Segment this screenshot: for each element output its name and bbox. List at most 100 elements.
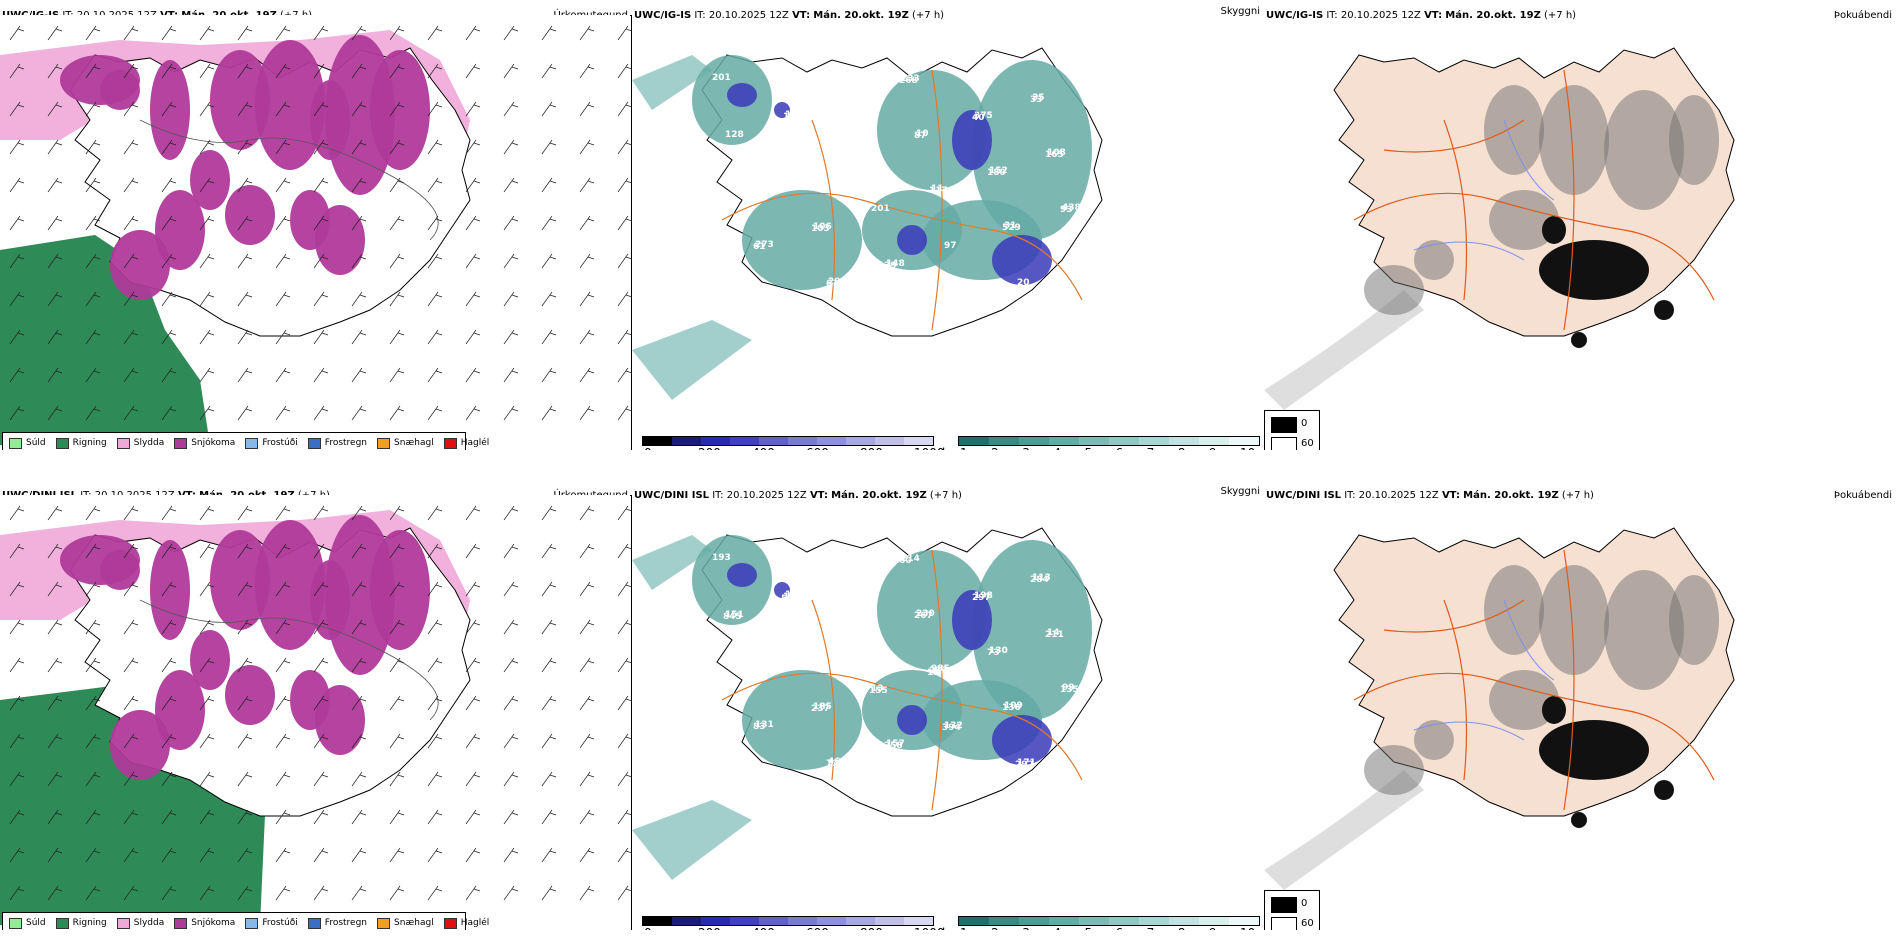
wind-barb <box>465 809 481 825</box>
snow-area <box>225 665 275 725</box>
legend-label: Slydda <box>133 918 165 928</box>
visibility-area <box>972 540 1092 720</box>
legend-label: Frostúði <box>262 438 298 448</box>
wind-barb <box>237 619 253 635</box>
wind-barb <box>85 367 101 383</box>
wind-barb <box>427 847 443 863</box>
wind-barb <box>503 581 519 597</box>
dense-fog-area <box>1654 780 1674 800</box>
wind-barb <box>617 215 632 231</box>
wind-barb <box>85 253 101 269</box>
wind-barb <box>389 771 405 787</box>
wind-barb <box>389 215 405 231</box>
wind-barb <box>47 657 63 673</box>
visibility-map: 193 197 82 985 109 175 17 47 230 130 99 131 464 214 19… <box>632 527 1103 880</box>
low-ceiling-area <box>774 102 790 118</box>
cloud-base-label: 73 <box>987 648 1000 658</box>
wind-barb <box>541 847 557 863</box>
cloud-base-label: 41 <box>798 167 811 177</box>
wind-barb <box>9 885 25 901</box>
precip-map <box>0 15 632 450</box>
fog-area <box>1669 575 1719 665</box>
vt-label: VT: <box>792 10 811 21</box>
wind-barb <box>161 809 177 825</box>
wind-barb <box>47 139 63 155</box>
low-ceiling-area <box>897 225 927 255</box>
colorbar-tick-label: 1000 <box>914 926 945 930</box>
wind-barb <box>503 25 519 41</box>
snow-area <box>155 190 205 270</box>
wind-barb <box>465 177 481 193</box>
road-line <box>721 69 1083 331</box>
wind-barb <box>465 847 481 863</box>
cloud-base-label: 214 <box>901 554 920 564</box>
wind-barb <box>123 101 139 117</box>
wind-barb <box>47 63 63 79</box>
wind-barb <box>275 885 291 901</box>
cloud-base-label: 101 <box>738 187 757 197</box>
it-value: 20.10.2025 12Z <box>708 10 789 21</box>
wind-barb <box>47 215 63 231</box>
cloud-base-label: 97 <box>944 241 957 251</box>
fog-legend-swatch-top <box>1271 897 1297 913</box>
cloud-base-label: 87 <box>914 131 927 141</box>
wind-barb <box>465 619 481 635</box>
wind-barb <box>161 215 177 231</box>
legend-swatch <box>174 917 188 929</box>
cloud-base-label: 292 <box>1015 760 1034 770</box>
legend-item: Snjókoma <box>174 917 235 929</box>
wind-barb <box>123 215 139 231</box>
legend-item: Snjókoma <box>174 437 235 449</box>
vt-value: Mán. 20.okt. 19Z <box>813 10 909 21</box>
visibility-map: 201 123 116 11 31 351 179 187 10 152 438 273 290 233 3… <box>632 47 1103 400</box>
wind-barb <box>351 847 367 863</box>
snow-area <box>100 70 140 110</box>
wind-barb <box>9 63 25 79</box>
cloud-base-label: 14 <box>1047 628 1060 638</box>
colorbar-tick-label: 800 <box>860 446 883 450</box>
colorbar-tick-label: 800 <box>860 926 883 930</box>
wind-barb <box>47 101 63 117</box>
legend-swatch <box>307 437 321 449</box>
wind-barb <box>389 139 405 155</box>
wind-barb <box>9 505 25 521</box>
wind-barb <box>47 505 63 521</box>
cloud-base-label: 83 <box>753 722 766 732</box>
cloud-base-label: 35 <box>1032 93 1045 103</box>
cloud-base-label: 84 <box>1075 740 1088 750</box>
lead-time: (+7 h) <box>929 490 962 501</box>
wind-barb <box>503 505 519 521</box>
legend-label: Frostúði <box>262 918 298 928</box>
vt-value: Mán. 20.okt. 19Z <box>1463 490 1559 501</box>
cloud-base-label: 135 <box>1060 685 1079 695</box>
cloud-base-label: 613 <box>826 279 845 289</box>
cloud-base-label: 16 <box>783 112 796 122</box>
wind-barb <box>313 329 329 345</box>
wind-barb <box>9 733 25 749</box>
ceiling-colorbar: m0 200 400 600 800 1000 <box>632 916 945 930</box>
colorbar-unit: m <box>632 926 644 930</box>
wind-barb <box>123 809 139 825</box>
cloud-base-label: 529 <box>1002 223 1021 233</box>
wind-barb <box>579 619 595 635</box>
legend-swatch <box>116 437 130 449</box>
wind-barb <box>85 885 101 901</box>
colorbar-tick-label: 7 <box>1147 446 1155 450</box>
wind-barb <box>503 405 519 421</box>
wind-barb <box>161 505 177 521</box>
fog-map <box>1264 527 1735 890</box>
wind-barb <box>9 543 25 559</box>
wind-barb <box>9 139 25 155</box>
snow-area <box>150 540 190 640</box>
colorbar-tick-label: 5 <box>1084 926 1092 930</box>
wind-barb <box>237 695 253 711</box>
cloud-base-label: 375 <box>974 111 993 121</box>
cloud-base-label: 117 <box>929 186 948 196</box>
wind-barb <box>85 581 101 597</box>
wind-barb <box>351 139 367 155</box>
wind-barb <box>617 329 632 345</box>
wind-barb <box>161 63 177 79</box>
cloud-base-label: 20 <box>1017 278 1030 288</box>
wind-barb <box>47 543 63 559</box>
wind-barb <box>541 25 557 41</box>
